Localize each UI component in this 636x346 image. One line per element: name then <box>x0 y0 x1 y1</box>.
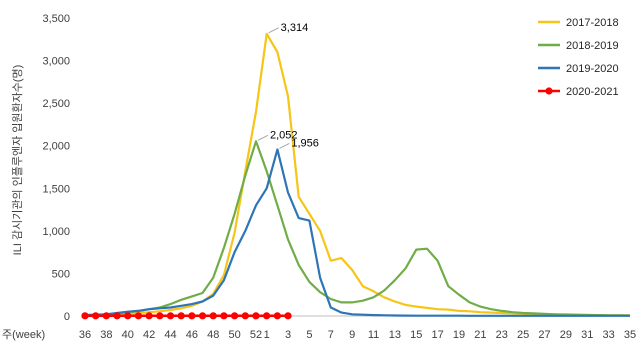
series-line-2017-2018 <box>84 32 631 317</box>
series-line-2018-2019 <box>84 140 631 317</box>
annotation-label: 2,052 <box>270 129 298 141</box>
x-tick-label: 17 <box>432 329 444 341</box>
x-tick-label: 27 <box>538 329 550 341</box>
x-tick-label: 46 <box>186 329 198 341</box>
annotation-leader <box>268 27 279 34</box>
x-tick-label: 29 <box>560 329 572 341</box>
annotation-leader <box>279 143 290 149</box>
data-point <box>252 312 260 320</box>
data-point <box>231 312 239 320</box>
data-point <box>166 312 175 320</box>
legend-label: 2019-2020 <box>566 63 619 75</box>
data-point <box>177 312 185 320</box>
data-point <box>209 312 217 320</box>
y-tick-label: 2,000 <box>42 141 70 153</box>
data-point <box>263 312 271 320</box>
x-axis: 주(week) 36 38 40 42 44 46 48 50 52 1 3 5 7 9 11 13 15 17 19… <box>2 315 636 341</box>
data-point <box>102 312 110 320</box>
x-tick-label: 3 <box>285 329 291 341</box>
y-tick-label: 0 <box>64 311 70 323</box>
x-axis-label: 주(week) <box>2 329 45 341</box>
y-tick-label: 2,500 <box>42 98 70 110</box>
data-point <box>241 312 249 320</box>
data-point <box>134 312 143 320</box>
y-tick-label: 1,500 <box>42 183 70 195</box>
x-tick-label: 40 <box>122 329 134 341</box>
data-point <box>273 312 281 320</box>
y-tick-label: 3,000 <box>42 56 70 68</box>
data-point <box>113 312 121 320</box>
legend-label: 2017-2018 <box>566 17 619 29</box>
legend-marker <box>545 87 553 95</box>
x-tick-label: 42 <box>143 329 155 341</box>
x-tick-label: 13 <box>389 329 401 341</box>
x-tick-label: 21 <box>474 329 486 341</box>
data-point <box>92 312 100 320</box>
annotation-leader <box>257 134 269 141</box>
x-tick-label: 23 <box>496 329 508 341</box>
x-tick-label: 7 <box>328 329 334 341</box>
x-tick-label: 50 <box>228 329 240 341</box>
x-tick-label: 11 <box>368 329 379 341</box>
legend: 2017-2018 2018-2019 2019-2020 2020-2021 <box>538 17 619 98</box>
y-axis-label: ILI 감시기관의 인플루엔자 입원환자수(명) <box>11 65 24 256</box>
legend-label: 2020-2021 <box>566 86 619 98</box>
x-tick-label: 19 <box>453 329 465 341</box>
x-tick-label: 35 <box>624 329 636 341</box>
data-point <box>81 312 89 320</box>
x-tick-label: 33 <box>603 329 615 341</box>
x-tick-label: 15 <box>410 329 422 341</box>
data-point <box>198 312 207 320</box>
data-point <box>284 312 292 320</box>
x-tick-label: 5 <box>306 329 312 341</box>
annotation-label: 1,956 <box>291 137 319 149</box>
data-point <box>156 312 164 320</box>
series-layer <box>81 32 631 320</box>
data-point <box>220 312 228 320</box>
x-tick-label: 44 <box>164 329 176 341</box>
data-point <box>145 312 153 320</box>
x-tick-label: 48 <box>207 329 219 341</box>
y-tick-label: 500 <box>52 268 70 280</box>
x-tick-label: 36 <box>79 329 91 341</box>
x-tick-label: 9 <box>349 329 355 341</box>
x-tick-label: 38 <box>100 329 112 341</box>
y-tick-label: 3,500 <box>42 13 70 25</box>
data-point <box>188 312 196 320</box>
annotation-label: 3,314 <box>281 22 309 34</box>
x-tick-label: 25 <box>517 329 529 341</box>
x-tick-label: 52 <box>250 329 262 341</box>
y-tick-label: 1,000 <box>42 226 70 238</box>
x-tick-label: 31 <box>581 329 593 341</box>
x-tick-label: 1 <box>264 329 270 341</box>
data-point <box>124 312 132 320</box>
y-axis: 0 500 1,000 1,500 2,000 2,500 3,000 3,500 <box>42 13 70 323</box>
series-line-2019-2020 <box>84 148 630 317</box>
legend-label: 2018-2019 <box>566 40 619 52</box>
